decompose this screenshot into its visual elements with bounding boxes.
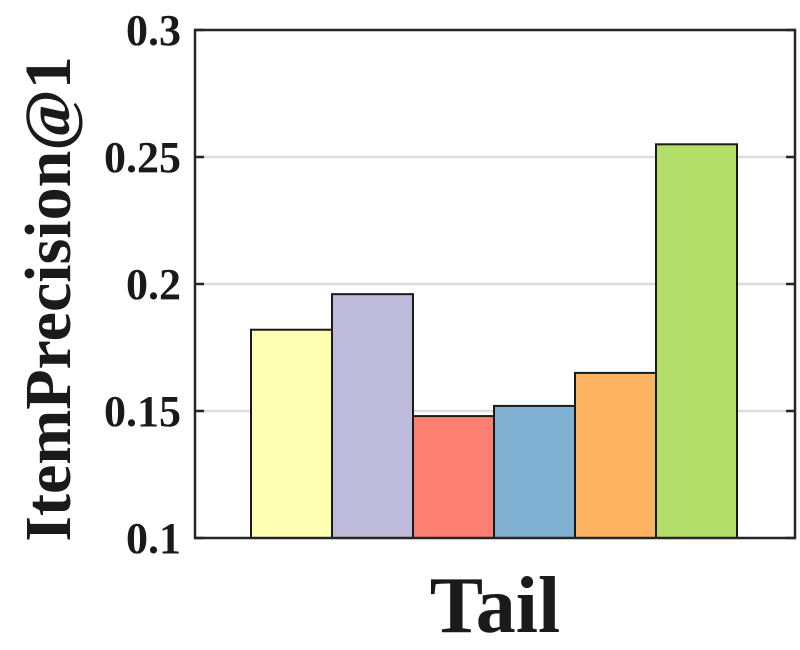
y-tick-label: 0.3 xyxy=(126,6,181,55)
bar-1 xyxy=(250,328,333,539)
bar-2 xyxy=(331,293,414,539)
y-tick-label: 0.15 xyxy=(104,387,181,436)
y-ticks: 0.1 0.15 0.2 0.25 0.3 xyxy=(104,6,795,563)
y-tick-label: 0.1 xyxy=(126,514,181,563)
bars xyxy=(250,143,738,540)
y-axis-label: ItemPrecision@1 xyxy=(12,56,85,541)
y-tick-label: 0.2 xyxy=(126,260,181,309)
x-axis-label: Tail xyxy=(430,562,560,650)
bar-4 xyxy=(493,404,576,540)
y-tick-label: 0.25 xyxy=(104,133,181,182)
bar-6 xyxy=(655,143,738,540)
bar-3 xyxy=(412,415,495,539)
bar-5 xyxy=(574,371,657,539)
